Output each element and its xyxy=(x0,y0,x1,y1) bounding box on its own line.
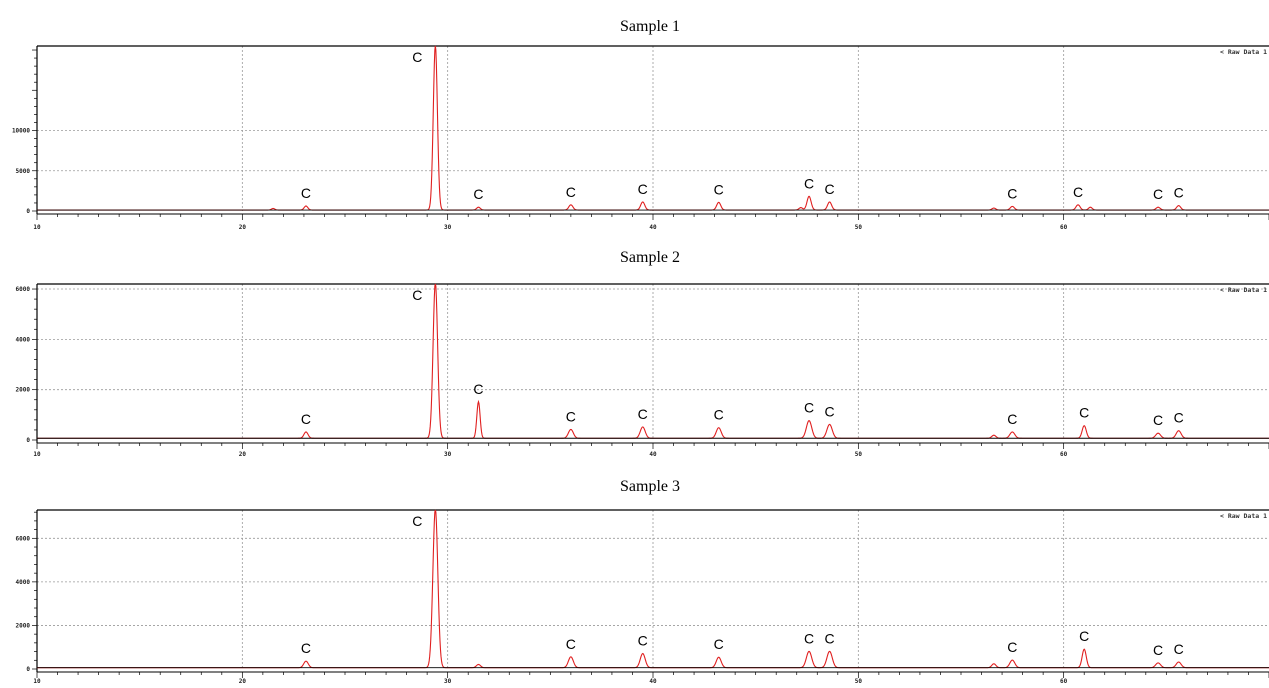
peak-label: C xyxy=(1007,639,1017,655)
peak-label: C xyxy=(1073,184,1083,200)
x-tick-label: 30 xyxy=(444,678,452,685)
x-tick-label: 20 xyxy=(239,224,247,231)
peak-label: C xyxy=(566,184,576,200)
y-tick-label: 2000 xyxy=(16,387,31,394)
peak-label: C xyxy=(804,175,814,191)
chart-panel-2: Sample 2 10 20 30 40 50 60 0 2000 4000 6000 < Raw D… xyxy=(16,249,1269,458)
peak-label: C xyxy=(804,400,814,416)
peak-label: C xyxy=(301,411,311,427)
peak-label: C xyxy=(638,633,648,649)
chart-panel-3: Sample 3 10 20 30 40 50 60 0 2000 4000 6000 < Raw D… xyxy=(16,478,1269,685)
peak-label: C xyxy=(1007,185,1017,201)
y-tick-label: 10000 xyxy=(12,128,30,135)
peak-label: C xyxy=(1174,641,1184,657)
peak-label: C xyxy=(1153,186,1163,202)
chart-panel-1: Sample 1 10 20 30 40 50 60 0 5000 10000 < Raw Data… xyxy=(12,18,1269,231)
peak-label: C xyxy=(825,181,835,197)
x-tick-label: 50 xyxy=(855,451,863,458)
peak-label: C xyxy=(1079,405,1089,421)
legend-label: < Raw Data 1 xyxy=(1220,48,1267,56)
x-tick-label: 20 xyxy=(239,678,247,685)
peak-label: C xyxy=(714,181,724,197)
peak-label: C xyxy=(638,181,648,197)
legend-label: < Raw Data 1 xyxy=(1220,286,1267,294)
y-tick-label: 0 xyxy=(26,437,30,444)
peak-label: C xyxy=(473,381,483,397)
legend-label: < Raw Data 1 xyxy=(1220,512,1267,520)
x-tick-label: 60 xyxy=(1060,678,1068,685)
peak-label: C xyxy=(412,513,422,529)
peak-label: C xyxy=(804,630,814,646)
chart-title: Sample 1 xyxy=(620,18,680,35)
x-tick-label: 30 xyxy=(444,451,452,458)
y-tick-label: 6000 xyxy=(16,286,31,293)
y-tick-label: 2000 xyxy=(16,622,31,629)
x-tick-label: 10 xyxy=(33,224,41,231)
peak-label: C xyxy=(301,640,311,656)
x-tick-label: 60 xyxy=(1060,451,1068,458)
peak-label: C xyxy=(714,636,724,652)
y-tick-label: 0 xyxy=(26,208,30,215)
peak-label: C xyxy=(1153,642,1163,658)
peak-label: C xyxy=(825,630,835,646)
peak-label: C xyxy=(1153,412,1163,428)
peak-label: C xyxy=(638,406,648,422)
y-tick-label: 4000 xyxy=(16,579,31,586)
y-tick-label: 5000 xyxy=(16,168,31,175)
x-tick-label: 40 xyxy=(649,451,657,458)
peak-label: C xyxy=(412,49,422,65)
peak-label: C xyxy=(1079,628,1089,644)
peak-label: C xyxy=(1174,185,1184,201)
peak-label: C xyxy=(714,407,724,423)
x-tick-label: 10 xyxy=(33,678,41,685)
x-tick-label: 10 xyxy=(33,451,41,458)
chart-title: Sample 3 xyxy=(620,478,680,495)
peak-label: C xyxy=(566,636,576,652)
x-tick-label: 60 xyxy=(1060,224,1068,231)
y-tick-label: 0 xyxy=(26,666,30,673)
x-tick-label: 30 xyxy=(444,224,452,231)
x-tick-label: 40 xyxy=(649,224,657,231)
chart-title: Sample 2 xyxy=(620,249,680,266)
peak-label: C xyxy=(1174,410,1184,426)
x-tick-label: 50 xyxy=(855,678,863,685)
peak-label: C xyxy=(301,185,311,201)
x-tick-label: 20 xyxy=(239,451,247,458)
peak-label: C xyxy=(1007,411,1017,427)
y-tick-label: 4000 xyxy=(16,336,31,343)
peak-label: C xyxy=(412,287,422,303)
x-tick-label: 50 xyxy=(855,224,863,231)
y-tick-label: 6000 xyxy=(16,535,31,542)
peak-label: C xyxy=(825,403,835,419)
x-tick-label: 40 xyxy=(649,678,657,685)
peak-label: C xyxy=(566,408,576,424)
peak-label: C xyxy=(473,186,483,202)
